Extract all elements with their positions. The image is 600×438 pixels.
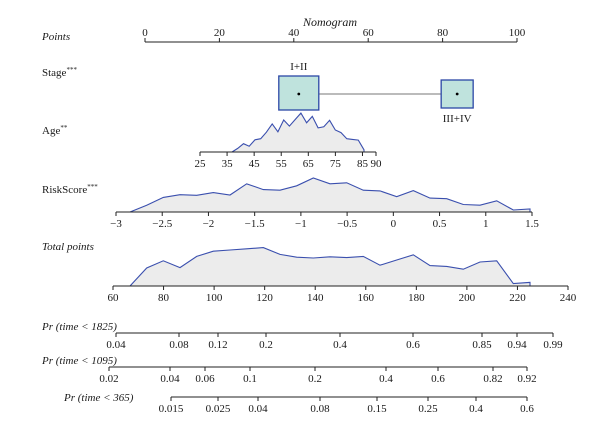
pr1825-tick-label: 0.85 (472, 339, 492, 351)
total-tick-label: 60 (108, 292, 120, 304)
stage-point-III-IV (455, 92, 459, 96)
age-label: Age** (42, 124, 68, 137)
pr1095-tick-label: 0.02 (99, 373, 118, 385)
pr1095-tick-label: 0.4 (379, 373, 393, 385)
total-tick-label: 100 (206, 292, 223, 304)
pr1825-tick-label: 0.4 (333, 339, 347, 351)
pr365-tick-label: 0.04 (248, 403, 268, 415)
total-tick-label: 180 (408, 292, 425, 304)
riskscore-tick-label: −3 (110, 218, 122, 230)
age-tick-label: 75 (330, 158, 342, 170)
riskscore-tick-label: −2 (203, 218, 215, 230)
pr1095-tick-label: 0.92 (517, 373, 536, 385)
riskscore-tick-label: 1 (483, 218, 489, 230)
points-tick-label: 60 (363, 27, 375, 39)
pr1095-tick-label: 0.6 (431, 373, 445, 385)
pr365-tick-label: 0.4 (469, 403, 483, 415)
age-tick-label: 45 (249, 158, 261, 170)
points-label: Points (41, 31, 70, 43)
points-tick-label: 100 (509, 27, 526, 39)
pr365-tick-label: 0.08 (310, 403, 330, 415)
pr1825-tick-label: 0.04 (106, 339, 126, 351)
pr1825-tick-label: 0.2 (259, 339, 273, 351)
pr365-tick-label: 0.025 (206, 403, 231, 415)
points-tick-label: 40 (288, 27, 300, 39)
stage-category-label: III+IV (443, 113, 472, 125)
points-tick-label: 0 (142, 27, 148, 39)
pr1095-label: Pr (time < 1095) (41, 355, 117, 367)
total-tick-label: 220 (509, 292, 526, 304)
pr365-tick-label: 0.15 (367, 403, 387, 415)
pr1095-tick-label: 0.04 (160, 373, 180, 385)
chart-title: Nomogram (302, 15, 357, 29)
total-tick-label: 240 (560, 292, 577, 304)
pr365-tick-label: 0.25 (418, 403, 438, 415)
stage-point-I-II (297, 92, 301, 96)
pr1095-tick-label: 0.06 (195, 373, 215, 385)
pr1825-tick-label: 0.08 (169, 339, 189, 351)
age-tick-label: 65 (303, 158, 315, 170)
stage-category-label: I+II (290, 61, 308, 73)
stage-label: Stage*** (42, 66, 77, 79)
total-points-density (128, 247, 531, 287)
riskscore-tick-label: −2.5 (152, 218, 172, 230)
total-points-label: Total points (42, 241, 94, 253)
pr1825-label: Pr (time < 1825) (41, 321, 117, 333)
pr1825-tick-label: 0.94 (507, 339, 527, 351)
pr1095-tick-label: 0.1 (243, 373, 257, 385)
pr365-tick-label: 0.6 (520, 403, 534, 415)
riskscore-tick-label: 0.5 (433, 218, 447, 230)
total-tick-label: 200 (459, 292, 476, 304)
pr1095-tick-label: 0.82 (483, 373, 502, 385)
pr1825-tick-label: 0.99 (543, 339, 563, 351)
riskscore-tick-label: 1.5 (525, 218, 539, 230)
riskscore-density (129, 177, 531, 213)
pr1095-tick-label: 0.2 (308, 373, 322, 385)
riskscore-tick-label: −0.5 (337, 218, 357, 230)
riskscore-tick-label: −1.5 (245, 218, 265, 230)
pr365-label: Pr (time < 365) (63, 392, 134, 404)
age-tick-label: 25 (195, 158, 207, 170)
total-tick-label: 80 (158, 292, 170, 304)
riskscore-label: RiskScore*** (42, 183, 98, 196)
age-density (230, 112, 365, 153)
pr1825-tick-label: 0.12 (208, 339, 227, 351)
points-tick-label: 20 (214, 27, 226, 39)
total-tick-label: 160 (358, 292, 375, 304)
age-tick-label: 90 (371, 158, 383, 170)
age-tick-label: 55 (276, 158, 288, 170)
total-tick-label: 120 (256, 292, 273, 304)
age-tick-label: 35 (222, 158, 234, 170)
riskscore-tick-label: −1 (295, 218, 307, 230)
total-tick-label: 140 (307, 292, 324, 304)
points-tick-label: 80 (437, 27, 449, 39)
age-tick-label: 85 (357, 158, 369, 170)
riskscore-tick-label: 0 (391, 218, 397, 230)
pr1825-tick-label: 0.6 (406, 339, 420, 351)
pr365-tick-label: 0.015 (159, 403, 184, 415)
